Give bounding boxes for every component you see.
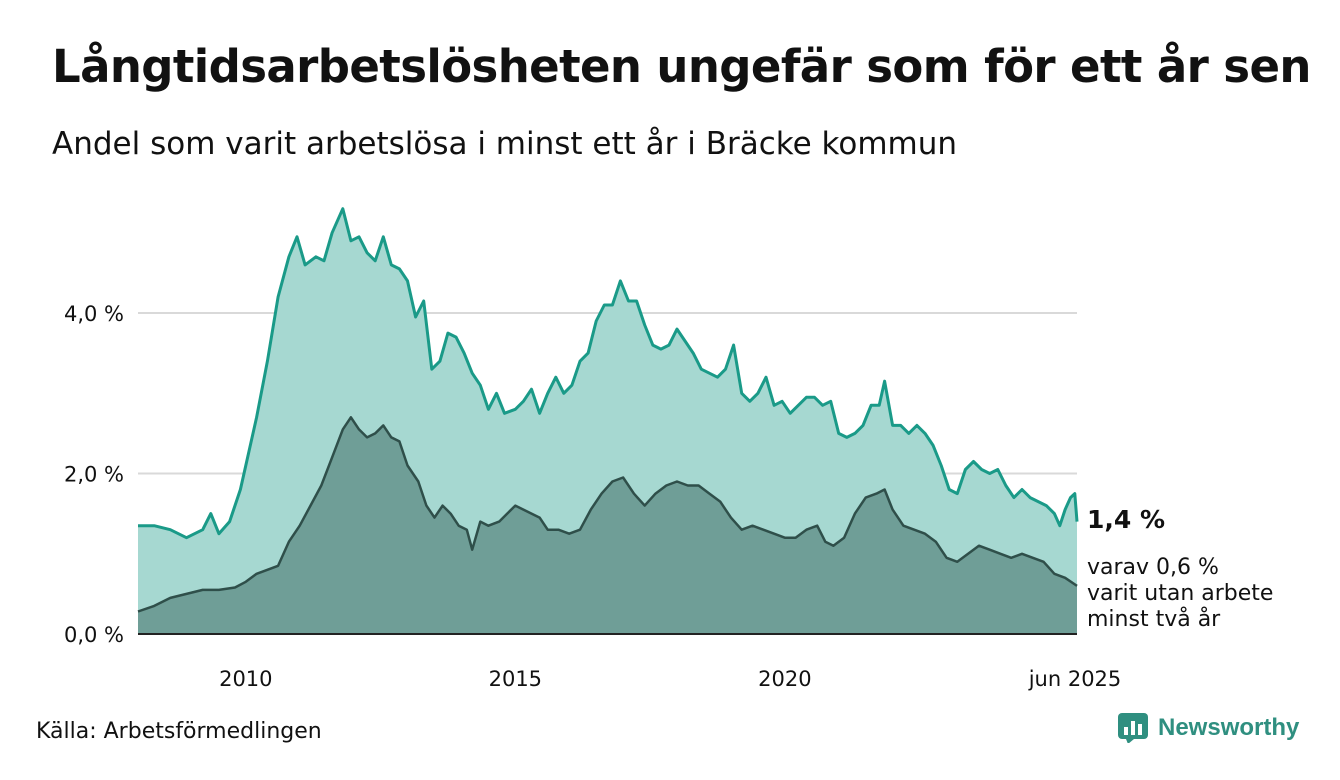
x-tick-label: 2020 (758, 667, 811, 691)
area-long (138, 417, 1077, 634)
brand-name: Newsworthy (1158, 714, 1300, 741)
brand-logo: Newsworthy (1118, 713, 1299, 743)
chart-title: Långtidsarbetslösheten ungefär som för e… (52, 40, 1311, 93)
y-tick-label: 0,0 % (64, 623, 124, 647)
source-note: Källa: Arbetsförmedlingen (36, 719, 322, 744)
end-label-long-line: varit utan arbete (1087, 581, 1273, 606)
y-tick-label: 2,0 % (64, 463, 124, 487)
chart-subtitle: Andel som varit arbetslösa i minst ett å… (52, 126, 958, 162)
end-label-long-line: varav 0,6 % (1087, 555, 1219, 580)
x-tick-label: 2010 (219, 667, 272, 691)
x-tick-label: 2015 (489, 667, 542, 691)
end-label-long-line: minst två år (1087, 606, 1221, 632)
x-tick-label: jun 2025 (1028, 667, 1122, 691)
series-line-total (138, 207, 1079, 540)
series-line-long (137, 416, 1078, 613)
end-label-total: 1,4 % (1087, 505, 1165, 534)
newsworthy-logo-icon (1118, 713, 1148, 743)
y-tick-label: 4,0 % (64, 302, 124, 326)
